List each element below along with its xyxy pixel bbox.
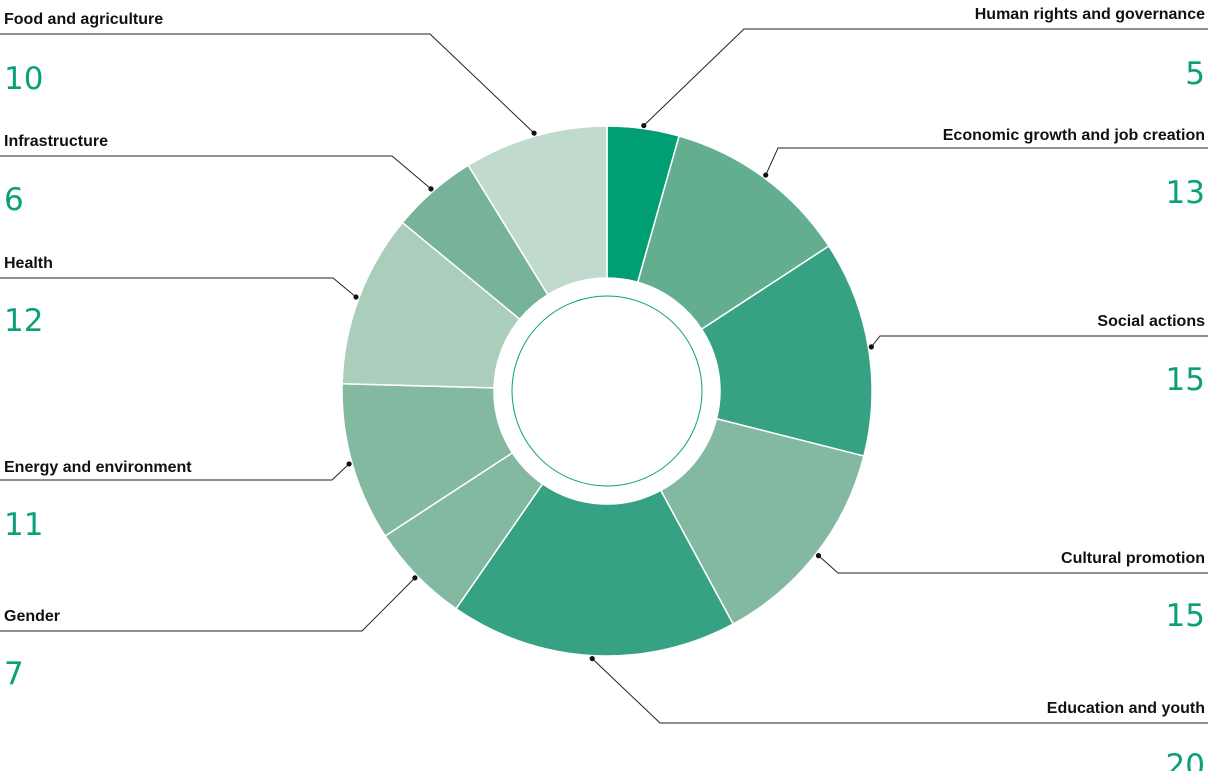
leader-line-health	[0, 277, 357, 298]
value-social-actions: 15	[1166, 362, 1205, 398]
leader-dot-education-and-youth	[589, 655, 595, 662]
value-cultural-promotion: 15	[1166, 598, 1205, 634]
leader-dot-health	[353, 294, 359, 300]
donut-slices	[341, 125, 873, 657]
label-health: Health	[4, 255, 53, 272]
label-cultural-promotion: Cultural promotion	[1061, 550, 1205, 567]
leader-line-food-and-agriculture	[0, 33, 535, 134]
label-infrastructure: Infrastructure	[4, 133, 108, 150]
label-education-and-youth: Education and youth	[1047, 700, 1205, 717]
leader-line-cultural-promotion	[818, 555, 1208, 574]
label-gender: Gender	[4, 608, 60, 625]
value-human-rights-and-governance: 5	[1185, 56, 1205, 92]
leader-line-infrastructure	[0, 155, 432, 190]
value-education-and-youth: 20	[1166, 748, 1205, 771]
leader-line-gender	[0, 577, 416, 632]
leader-line-human-rights-and-governance	[643, 28, 1208, 126]
label-energy-and-environment: Energy and environment	[4, 459, 192, 476]
label-food-and-agriculture: Food and agriculture	[4, 11, 163, 28]
leader-line-social-actions	[870, 335, 1208, 348]
leader-dot-food-and-agriculture	[531, 130, 537, 136]
leader-dot-social-actions	[868, 344, 874, 350]
value-energy-and-environment: 11	[4, 507, 43, 543]
leader-dot-energy-and-environment	[346, 461, 352, 467]
callouts: Human rights and governance 5 Economic gro…	[0, 6, 1208, 771]
leader-line-education-and-youth	[591, 658, 1208, 724]
leader-dot-infrastructure	[428, 186, 434, 192]
label-human-rights-and-governance: Human rights and governance	[975, 6, 1205, 23]
donut-hole	[494, 278, 720, 504]
donut-inner-ring	[511, 295, 703, 487]
leader-line-economic-growth-and-job-creation	[765, 147, 1208, 176]
label-social-actions: Social actions	[1097, 313, 1205, 330]
leader-line-energy-and-environment	[0, 463, 350, 481]
leader-dot-gender	[412, 575, 418, 581]
value-gender: 7	[4, 656, 24, 692]
leader-dot-economic-growth-and-job-creation	[763, 172, 769, 178]
value-economic-growth-and-job-creation: 13	[1166, 175, 1205, 211]
leader-dot-human-rights-and-governance	[641, 122, 647, 129]
value-food-and-agriculture: 10	[4, 61, 43, 97]
label-economic-growth-and-job-creation: Economic growth and job creation	[943, 127, 1205, 144]
leader-dot-cultural-promotion	[815, 553, 822, 559]
value-infrastructure: 6	[4, 182, 24, 218]
value-health: 12	[4, 303, 43, 339]
